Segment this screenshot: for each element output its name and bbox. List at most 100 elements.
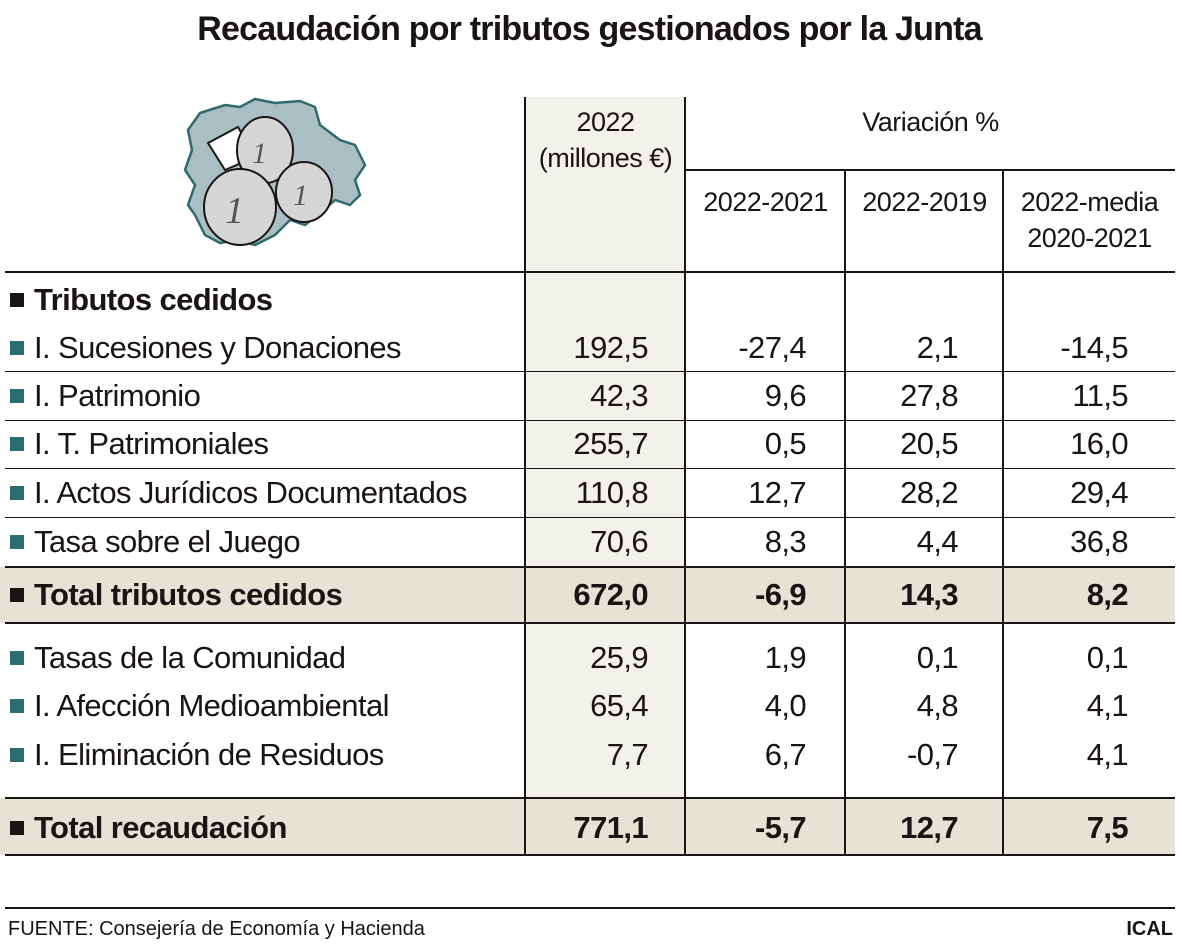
value-column-bg: [526, 97, 685, 855]
value-cell: 0,5: [764, 426, 807, 461]
value-cell: 4,1: [1086, 737, 1129, 772]
section-header-row: Tributos cedidos: [0, 276, 1175, 324]
value-cell: 4,0: [764, 688, 807, 723]
value-cell: 1,9: [764, 640, 807, 675]
value-cell: 8,3: [764, 524, 807, 559]
bullet-square-icon: [10, 437, 24, 451]
value-cell: 4,4: [916, 524, 959, 559]
row-label-cell: Total tributos cedidos: [0, 567, 520, 623]
header-var3-line2: 2020-2021: [1027, 223, 1152, 253]
svg-text:1: 1: [293, 179, 308, 212]
row-label-cell: I. Actos Jurídicos Documentados: [0, 469, 520, 517]
divider: [5, 517, 1175, 518]
bullet-square-icon: [10, 821, 24, 835]
bullet-square-icon: [10, 651, 24, 665]
row-label: I. Eliminación de Residuos: [34, 737, 384, 772]
divider: [844, 170, 846, 856]
bullet-square-icon: [10, 588, 24, 602]
divider: [5, 797, 1175, 799]
value-cell: 29,4: [1070, 475, 1129, 510]
value-cell: -27,4: [738, 330, 806, 365]
table-row: I. Eliminación de Residuos 7,7 6,7 -0,7 4,1: [0, 731, 1175, 779]
total-row-bg: [0, 798, 1175, 855]
value-cell: -14,5: [1060, 330, 1128, 365]
value-cell: 8,2: [1086, 577, 1129, 612]
value-cell: 9,6: [764, 378, 807, 413]
table-row: I. Patrimonio 42,3 9,6 27,8 11,5: [0, 372, 1175, 420]
bullet-square-icon: [10, 293, 24, 307]
row-label-cell: I. Afección Medioambiental: [0, 682, 520, 730]
value-cell: 70,6: [590, 524, 649, 559]
row-label: I. Patrimonio: [34, 378, 201, 413]
row-label-cell: Total recaudación: [0, 800, 520, 856]
header-value-line2: (millones €): [538, 143, 673, 173]
value-cell: 4,1: [1086, 688, 1129, 723]
value-cell: -5,7: [754, 810, 807, 845]
table-row: I. Actos Jurídicos Documentados 110,8 12,7…: [0, 469, 1175, 517]
header-value: 2022 (millones €): [526, 104, 685, 176]
svg-text:1: 1: [252, 137, 267, 170]
header-variation: Variación %: [862, 107, 999, 137]
value-cell: 20,5: [900, 426, 959, 461]
total-row: Total recaudación 771,1 -5,7 12,7 7,5: [0, 800, 1175, 856]
row-label: I. Actos Jurídicos Documentados: [34, 475, 467, 510]
header-var3: 2022-media 2020-2021: [1004, 184, 1175, 256]
divider: [5, 371, 1175, 372]
row-label-cell: Tasas de la Comunidad: [0, 634, 520, 682]
table-row: Tasa sobre el Juego 70,6 8,3 4,4 36,8: [0, 518, 1175, 566]
value-cell: 6,7: [764, 737, 807, 772]
row-label-cell: Tributos cedidos: [0, 276, 520, 324]
row-label: I. Sucesiones y Donaciones: [34, 330, 402, 365]
divider: [5, 907, 1175, 909]
row-label: Total tributos cedidos: [34, 577, 343, 612]
value-cell: 28,2: [900, 475, 959, 510]
value-cell: 12,7: [748, 475, 807, 510]
bullet-square-icon: [10, 389, 24, 403]
page-title: Recaudación por tributos gestionados por…: [197, 10, 982, 48]
value-cell: 12,7: [900, 810, 959, 845]
value-cell: 0,1: [1086, 640, 1129, 675]
header-value-line1: 2022: [576, 107, 635, 137]
source-note: FUENTE: Consejería de Economía y Haciend…: [8, 918, 425, 940]
value-cell: 255,7: [573, 426, 648, 461]
header-var2: 2022-2019: [862, 187, 987, 217]
header-var1: 2022-2021: [703, 187, 828, 217]
table-row: I. Afección Medioambiental 65,4 4,0 4,8 4,1: [0, 682, 1175, 730]
table-row: Tasas de la Comunidad 25,9 1,9 0,1 0,1: [0, 634, 1175, 682]
header-var3-line1: 2022-media: [1020, 187, 1159, 217]
row-label: Tasa sobre el Juego: [34, 524, 301, 559]
value-cell: 14,3: [900, 577, 959, 612]
row-label: Tasas de la Comunidad: [34, 640, 346, 675]
divider: [5, 420, 1175, 421]
value-cell: 42,3: [590, 378, 649, 413]
bullet-square-icon: [10, 748, 24, 762]
table-row: I. T. Patrimoniales 255,7 0,5 20,5 16,0: [0, 420, 1175, 468]
row-label: I. T. Patrimoniales: [34, 426, 269, 461]
row-label: I. Afección Medioambiental: [34, 688, 389, 723]
divider: [5, 468, 1175, 469]
divider: [686, 169, 1175, 171]
value-cell: 7,5: [1086, 810, 1129, 845]
map-with-euro-coins-icon: 1 1 1: [183, 97, 367, 247]
value-cell: 16,0: [1070, 426, 1129, 461]
value-cell: 4,8: [916, 688, 959, 723]
value-cell: 672,0: [573, 577, 648, 612]
total-row-bg: [0, 567, 1175, 623]
bullet-square-icon: [10, 486, 24, 500]
value-cell: -6,9: [754, 577, 807, 612]
value-cell: 11,5: [1072, 378, 1128, 413]
divider: [5, 271, 1175, 273]
total-row: Total tributos cedidos 672,0 -6,9 14,3 8,2: [0, 567, 1175, 623]
row-label: Total recaudación: [34, 810, 287, 845]
svg-text:1: 1: [225, 190, 244, 232]
divider: [5, 566, 1175, 568]
divider: [524, 97, 526, 856]
value-cell: 0,1: [916, 640, 959, 675]
value-cell: 771,1: [573, 810, 648, 845]
bullet-square-icon: [10, 699, 24, 713]
row-label-cell: I. T. Patrimoniales: [0, 420, 520, 468]
divider: [684, 97, 686, 856]
value-cell: 65,4: [590, 688, 649, 723]
value-cell: 2,1: [916, 330, 959, 365]
